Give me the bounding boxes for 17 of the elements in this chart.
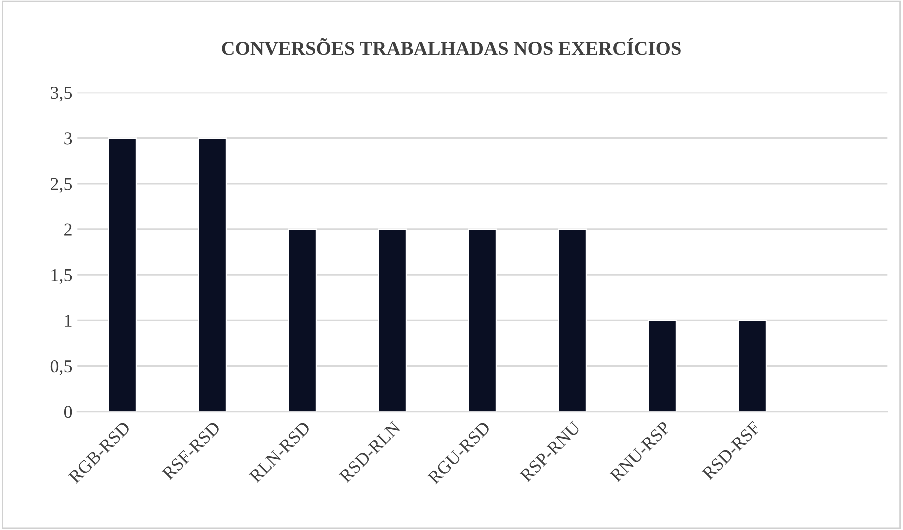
y-tick-label: 0,5 bbox=[50, 360, 72, 376]
y-tick-label: 1,5 bbox=[52, 269, 72, 284]
y-tick-label: 3,5 bbox=[51, 87, 72, 102]
bar bbox=[468, 228, 498, 412]
y-tick-label: 0 bbox=[64, 406, 72, 418]
bar bbox=[198, 138, 228, 412]
bar bbox=[558, 228, 588, 412]
bar bbox=[288, 228, 318, 412]
y-tick-label: 2 bbox=[64, 224, 72, 236]
y-tick-label: 1 bbox=[65, 314, 72, 327]
y-tick-label: 3 bbox=[64, 132, 72, 145]
y-tick-label: 2,5 bbox=[51, 178, 72, 193]
bar bbox=[108, 138, 138, 412]
bar bbox=[648, 320, 678, 412]
chart-title: CONVERSÕES TRABALHADAS NOS EXERCÍCIOS bbox=[222, 38, 681, 56]
bar bbox=[378, 228, 408, 412]
bar bbox=[738, 320, 768, 412]
